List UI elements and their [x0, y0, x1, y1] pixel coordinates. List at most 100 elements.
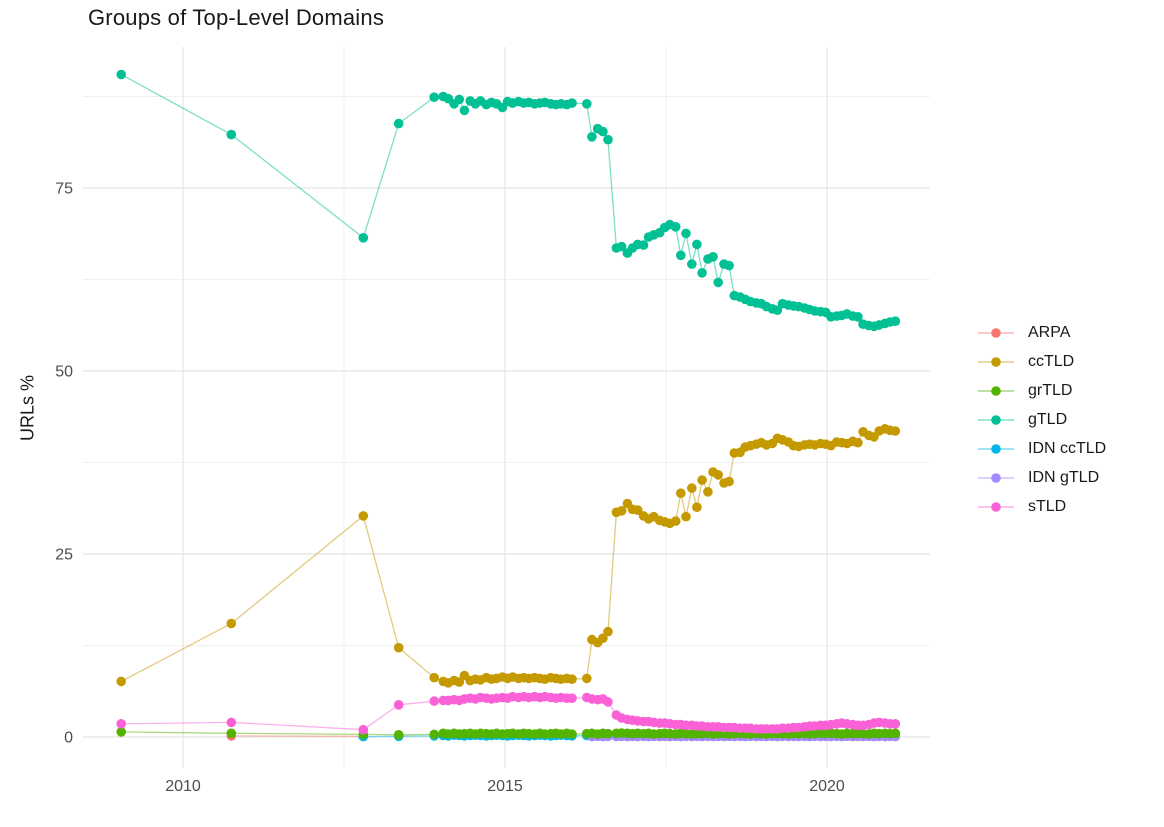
legend-key-point — [991, 501, 1001, 512]
data-point-stld — [226, 717, 237, 728]
data-point-gtld — [454, 94, 465, 105]
legend-item-stld: sTLD — [977, 492, 1106, 521]
data-point-gtld — [724, 260, 734, 271]
data-point-gtld — [616, 241, 627, 252]
data-point-cctld — [582, 673, 592, 684]
data-point-cctld — [853, 437, 863, 448]
data-point-stld — [603, 697, 613, 707]
series-arpa — [226, 731, 369, 742]
y-tick-label: 25 — [55, 547, 73, 564]
data-point-cctld — [670, 516, 681, 526]
series-gtld — [116, 69, 901, 332]
legend-key-swatch-icon — [978, 356, 1014, 367]
legend-key-swatch-icon — [978, 501, 1014, 512]
data-point-gtld — [890, 316, 901, 327]
x-tick-label: 2020 — [809, 778, 845, 795]
legend-item-idn-gtld: IDN gTLD — [977, 463, 1106, 492]
chart-title: Groups of Top-Level Domains — [88, 5, 385, 30]
series-stld — [116, 691, 901, 735]
data-point-cctld — [632, 505, 643, 515]
legend-item-gtld: gTLD — [977, 405, 1106, 434]
data-point-cctld — [226, 618, 237, 629]
data-point-gtld — [582, 99, 592, 109]
data-point-cctld — [681, 511, 691, 522]
data-point-gtld — [692, 239, 702, 250]
data-point-cctld — [358, 511, 369, 521]
legend-key-swatch-icon — [978, 472, 1014, 483]
data-point-gtld — [226, 129, 237, 140]
data-point-cctld — [429, 672, 440, 683]
x-tick-label: 2010 — [165, 778, 201, 795]
data-point-cctld — [676, 488, 686, 499]
data-point-grtld — [429, 729, 440, 740]
legend-key-point — [991, 385, 1001, 396]
data-point-gtld — [708, 251, 718, 262]
data-point-gtld — [429, 92, 440, 102]
data-point-gtld — [459, 105, 470, 116]
x-tick-label: 2015 — [487, 778, 523, 795]
legend-key-point — [991, 414, 1001, 425]
series-grtld — [116, 727, 901, 740]
legend-item-cctld: ccTLD — [977, 347, 1106, 376]
data-point-cctld — [567, 674, 577, 684]
series-line-cctld — [120, 428, 896, 684]
data-point-grtld — [116, 727, 126, 737]
legend-item-arpa: ARPA — [977, 318, 1106, 347]
data-point-grtld — [393, 730, 404, 740]
data-point-cctld — [692, 502, 702, 512]
legend-key-swatch-icon — [978, 385, 1014, 396]
data-point-grtld — [603, 728, 613, 739]
data-point-cctld — [724, 476, 734, 487]
data-point-gtld — [598, 126, 608, 137]
legend-label: IDN gTLD — [1028, 468, 1100, 486]
data-point-stld — [358, 724, 369, 735]
legend-label: ccTLD — [1028, 352, 1075, 370]
legend: ARPA ccTLD grTLD gTLD IDN ccTLD IDN gTLD sTLD — [977, 318, 1106, 521]
legend-key-swatch-icon — [978, 414, 1014, 425]
legend-label: gTLD — [1028, 410, 1068, 428]
data-point-stld — [429, 696, 440, 706]
data-point-cctld — [697, 475, 707, 485]
data-point-gtld — [567, 98, 577, 108]
data-point-cctld — [116, 676, 126, 687]
data-point-gtld — [681, 228, 691, 239]
data-point-cctld — [703, 487, 713, 497]
data-point-gtld — [697, 268, 707, 278]
data-point-gtld — [687, 259, 697, 269]
data-point-grtld — [226, 728, 237, 739]
y-tick-label: 50 — [55, 364, 73, 381]
data-point-grtld — [890, 728, 901, 739]
data-point-gtld — [638, 240, 649, 250]
data-point-grtld — [567, 729, 577, 739]
data-point-gtld — [603, 134, 613, 145]
data-point-cctld — [393, 642, 404, 653]
legend-label: sTLD — [1028, 497, 1067, 515]
legend-item-idn-cctld: IDN ccTLD — [977, 434, 1106, 463]
data-point-gtld — [670, 222, 681, 232]
y-tick-label: 75 — [55, 181, 73, 198]
data-point-gtld — [358, 233, 369, 243]
data-point-gtld — [772, 305, 783, 316]
data-point-cctld — [713, 470, 723, 480]
legend-key-point — [991, 443, 1001, 454]
data-point-cctld — [687, 483, 697, 493]
data-point-stld — [393, 700, 404, 710]
data-point-stld — [567, 693, 577, 703]
data-point-cctld — [598, 633, 608, 643]
series-line-gtld — [120, 73, 896, 327]
data-point-cctld — [454, 677, 465, 687]
legend-key-point — [991, 356, 1001, 367]
legend-key-point — [991, 472, 1001, 483]
series-cctld — [116, 424, 901, 688]
data-point-gtld — [116, 69, 126, 80]
legend-label: grTLD — [1028, 381, 1073, 399]
data-point-cctld — [890, 426, 901, 436]
data-point-cctld — [603, 626, 613, 637]
data-point-cctld — [616, 506, 627, 516]
legend-key-swatch-icon — [978, 327, 1014, 338]
data-point-gtld — [393, 118, 404, 129]
legend-key-point — [991, 327, 1001, 338]
data-point-gtld — [713, 277, 723, 288]
